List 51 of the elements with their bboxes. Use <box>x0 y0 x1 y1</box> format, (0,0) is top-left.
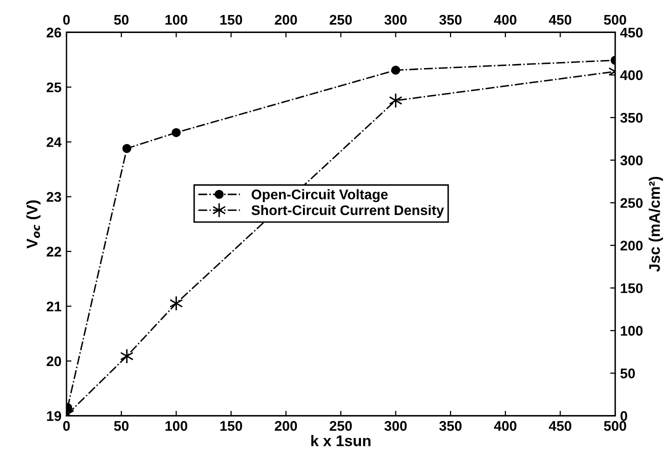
x-tick-label: 450 <box>548 421 572 431</box>
y2-axis-title: Jsc (mA/cm²) <box>648 176 663 272</box>
y2-tick-label: 50 <box>620 368 635 378</box>
x-tick-label: 100 <box>166 421 188 431</box>
x-tick-label: 300 <box>384 421 407 431</box>
y-tick-label: 25 <box>46 82 62 92</box>
y2-tick-label: 300 <box>620 155 643 166</box>
x2-tick-label: 200 <box>274 14 297 25</box>
x2-tick-label: 450 <box>548 14 572 25</box>
point <box>172 128 181 138</box>
y2-tick-label: 350 <box>620 112 643 123</box>
x2-tick-label: 350 <box>439 14 462 25</box>
y-tick-label: 20 <box>46 356 62 366</box>
x2-tick-label: 50 <box>114 14 129 25</box>
y2-tick-label: 0 <box>620 411 628 421</box>
x-tick-label: 500 <box>604 421 626 431</box>
y2-tick-label: 200 <box>620 240 643 251</box>
y2-tick-label: 150 <box>620 283 643 294</box>
x-tick-label: 200 <box>274 421 297 431</box>
point <box>122 144 132 153</box>
x2-tick-label: 150 <box>220 14 242 25</box>
y2-tick-label: 450 <box>620 28 643 38</box>
y2-tick-label: 250 <box>620 198 643 208</box>
y-tick-label: 21 <box>46 302 62 312</box>
y-axis-title: V$_{oc}$ (V) <box>26 200 41 249</box>
x2-tick-label: 300 <box>384 14 407 25</box>
y-tick-label: 22 <box>46 246 62 256</box>
point <box>388 92 402 108</box>
point <box>391 66 400 75</box>
x-axis-title: k x 1sun <box>311 434 370 446</box>
x2-tick-label: 0 <box>63 14 70 25</box>
x-tick-label: 0 <box>63 421 70 431</box>
y-tick-label: 23 <box>46 192 62 202</box>
x2-tick-label: 500 <box>604 14 626 25</box>
x-tick-label: 400 <box>494 421 516 431</box>
x-tick-label: 50 <box>114 421 129 431</box>
y-tick-label: 19 <box>47 411 62 421</box>
point <box>120 348 134 364</box>
x2-tick-label: 400 <box>494 14 516 25</box>
point <box>170 296 183 311</box>
legend-label: Short-Circuit Current Density <box>251 204 444 218</box>
y-tick-label: 26 <box>46 28 62 38</box>
legend-label: Open-Circuit Voltage <box>252 189 388 202</box>
y2-tick-label: 100 <box>620 326 643 336</box>
x-tick-label: 350 <box>439 421 462 431</box>
y2-tick-label: 400 <box>620 70 643 80</box>
x2-tick-label: 100 <box>166 14 188 25</box>
x-tick-label: 250 <box>330 421 352 431</box>
x-tick-label: 150 <box>220 421 242 431</box>
x2-tick-label: 250 <box>330 14 352 25</box>
y-tick-label: 24 <box>46 137 62 147</box>
